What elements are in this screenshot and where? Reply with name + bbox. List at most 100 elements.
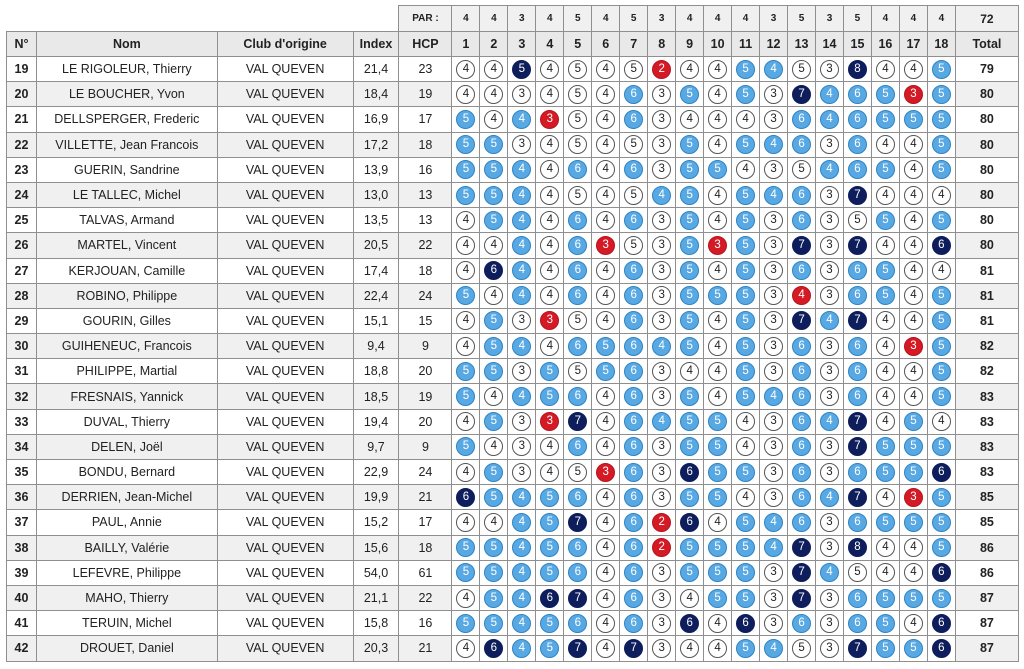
score-circle: 4 xyxy=(708,311,728,331)
player-total: 80 xyxy=(954,232,1020,259)
score-circle: 4 xyxy=(540,462,560,482)
score-circle: 6 xyxy=(624,437,644,457)
score-circle: 4 xyxy=(484,512,504,532)
player-row: 40 MAHO, Thierry VAL QUEVEN 21,1 22 4 5 4 6 7 4 6 3 4… xyxy=(6,584,1020,612)
score-circle: 5 xyxy=(680,437,700,457)
score-circle: 6 xyxy=(792,437,812,457)
score-cell-hole-17: 5 xyxy=(898,433,928,461)
score-circle: 3 xyxy=(819,387,839,407)
score-cell-hole-10: 4 xyxy=(703,55,733,83)
score-circle: 4 xyxy=(736,412,756,432)
player-index: 13,5 xyxy=(352,207,400,234)
player-name: LE TALLEC, Michel xyxy=(35,181,218,209)
score-circle: 3 xyxy=(596,235,616,255)
player-hcp: 22 xyxy=(398,232,453,259)
score-circle: 4 xyxy=(456,210,476,230)
score-circle: 6 xyxy=(568,210,588,230)
score-cell-hole-13: 6 xyxy=(787,106,816,133)
score-circle: 5 xyxy=(456,538,476,558)
score-circle: 4 xyxy=(736,109,756,129)
score-circle: 7 xyxy=(568,588,588,608)
score-circle: 6 xyxy=(484,261,504,281)
score-circle: 4 xyxy=(819,563,839,583)
score-cell-hole-15: 7 xyxy=(842,433,872,461)
score-cell-hole-4: 4 xyxy=(535,257,565,284)
score-circle: 3 xyxy=(652,84,672,104)
score-circle: 4 xyxy=(596,160,616,180)
score-cell-hole-1: 4 xyxy=(451,333,481,360)
player-hcp: 18 xyxy=(398,131,453,158)
score-cell-hole-13: 7 xyxy=(787,559,816,586)
score-circle: 6 xyxy=(792,135,812,155)
score-cell-hole-6: 5 xyxy=(591,333,621,360)
score-circle: 4 xyxy=(596,109,616,129)
score-circle: 6 xyxy=(680,512,700,532)
score-circle: 4 xyxy=(484,109,504,129)
score-circle: 4 xyxy=(596,210,616,230)
player-club: VAL QUEVEN xyxy=(216,559,354,586)
score-cell-hole-13: 7 xyxy=(787,81,816,108)
score-circle: 3 xyxy=(819,336,839,356)
score-cell-hole-2: 5 xyxy=(479,534,509,561)
score-cell-hole-5: 6 xyxy=(563,433,593,461)
score-circle: 3 xyxy=(819,210,839,230)
par-hole-7: 5 xyxy=(619,5,649,32)
header-hole-4: 4 xyxy=(535,31,565,57)
player-row: 34 DELEN, Joël VAL QUEVEN 9,7 9 5 4 3 4 6 4 6 3 5 5 4 3 6… xyxy=(6,433,1020,461)
score-circle: 5 xyxy=(708,563,728,583)
score-cell-hole-18: 5 xyxy=(926,282,956,309)
score-circle: 4 xyxy=(708,135,728,155)
score-circle: 5 xyxy=(680,135,700,155)
score-cell-hole-18: 5 xyxy=(926,358,956,385)
score-cell-hole-12: 3 xyxy=(759,307,789,335)
score-cell-hole-17: 5 xyxy=(898,458,928,486)
score-cell-hole-15: 8 xyxy=(842,55,872,83)
par-hole-18: 4 xyxy=(926,5,956,32)
score-circle: 3 xyxy=(764,361,784,381)
score-circle: 5 xyxy=(596,361,616,381)
score-cell-hole-6: 4 xyxy=(591,534,621,561)
score-circle: 6 xyxy=(792,512,812,532)
score-circle: 4 xyxy=(512,538,532,558)
score-cell-hole-18: 6 xyxy=(926,232,956,259)
player-row: 32 FRESNAIS, Yannick VAL QUEVEN 18,5 19 5 4 4 5 6… xyxy=(6,383,1020,410)
header-hole-9: 9 xyxy=(675,31,705,57)
score-circle: 4 xyxy=(819,109,839,129)
score-cell-hole-15: 6 xyxy=(842,383,872,410)
player-total: 80 xyxy=(954,207,1020,234)
score-cell-hole-6: 4 xyxy=(591,307,621,335)
score-cell-hole-1: 5 xyxy=(451,181,481,209)
player-name: LE RIGOLEUR, Thierry xyxy=(35,55,218,83)
score-cell-hole-14: 3 xyxy=(815,232,844,259)
score-circle: 4 xyxy=(819,487,839,507)
score-cell-hole-9: 5 xyxy=(675,257,705,284)
score-cell-hole-5: 6 xyxy=(563,257,593,284)
score-circle: 6 xyxy=(568,563,588,583)
score-circle: 3 xyxy=(764,210,784,230)
score-circle: 4 xyxy=(819,84,839,104)
header-hole-3: 3 xyxy=(507,31,537,57)
score-circle: 6 xyxy=(568,160,588,180)
player-total: 83 xyxy=(954,433,1020,461)
player-row: 42 DROUET, Daniel VAL QUEVEN 20,3 21 4 6 4 5 7 4 7 3… xyxy=(6,635,1020,662)
score-circle: 4 xyxy=(708,336,728,356)
score-circle: 4 xyxy=(764,638,784,658)
score-cell-hole-15: 6 xyxy=(842,106,872,133)
score-circle: 3 xyxy=(764,563,784,583)
score-circle: 6 xyxy=(680,613,700,633)
score-cell-hole-17: 4 xyxy=(898,181,928,209)
player-row: 30 GUIHENEUC, Francois VAL QUEVEN 9,4 9 4 5 4 4 6… xyxy=(6,333,1020,360)
score-circle: 4 xyxy=(512,160,532,180)
score-cell-hole-6: 4 xyxy=(591,55,621,83)
score-circle: 5 xyxy=(875,286,895,306)
score-cell-hole-14: 3 xyxy=(815,534,844,561)
score-cell-hole-12: 3 xyxy=(759,232,789,259)
score-cell-hole-3: 4 xyxy=(507,181,537,209)
player-name: LE BOUCHER, Yvon xyxy=(35,81,218,108)
player-number: 26 xyxy=(6,232,37,259)
score-circle: 3 xyxy=(764,588,784,608)
score-circle: 4 xyxy=(596,387,616,407)
player-club: VAL QUEVEN xyxy=(216,534,354,561)
player-number: 30 xyxy=(6,333,37,360)
player-number: 25 xyxy=(6,207,37,234)
